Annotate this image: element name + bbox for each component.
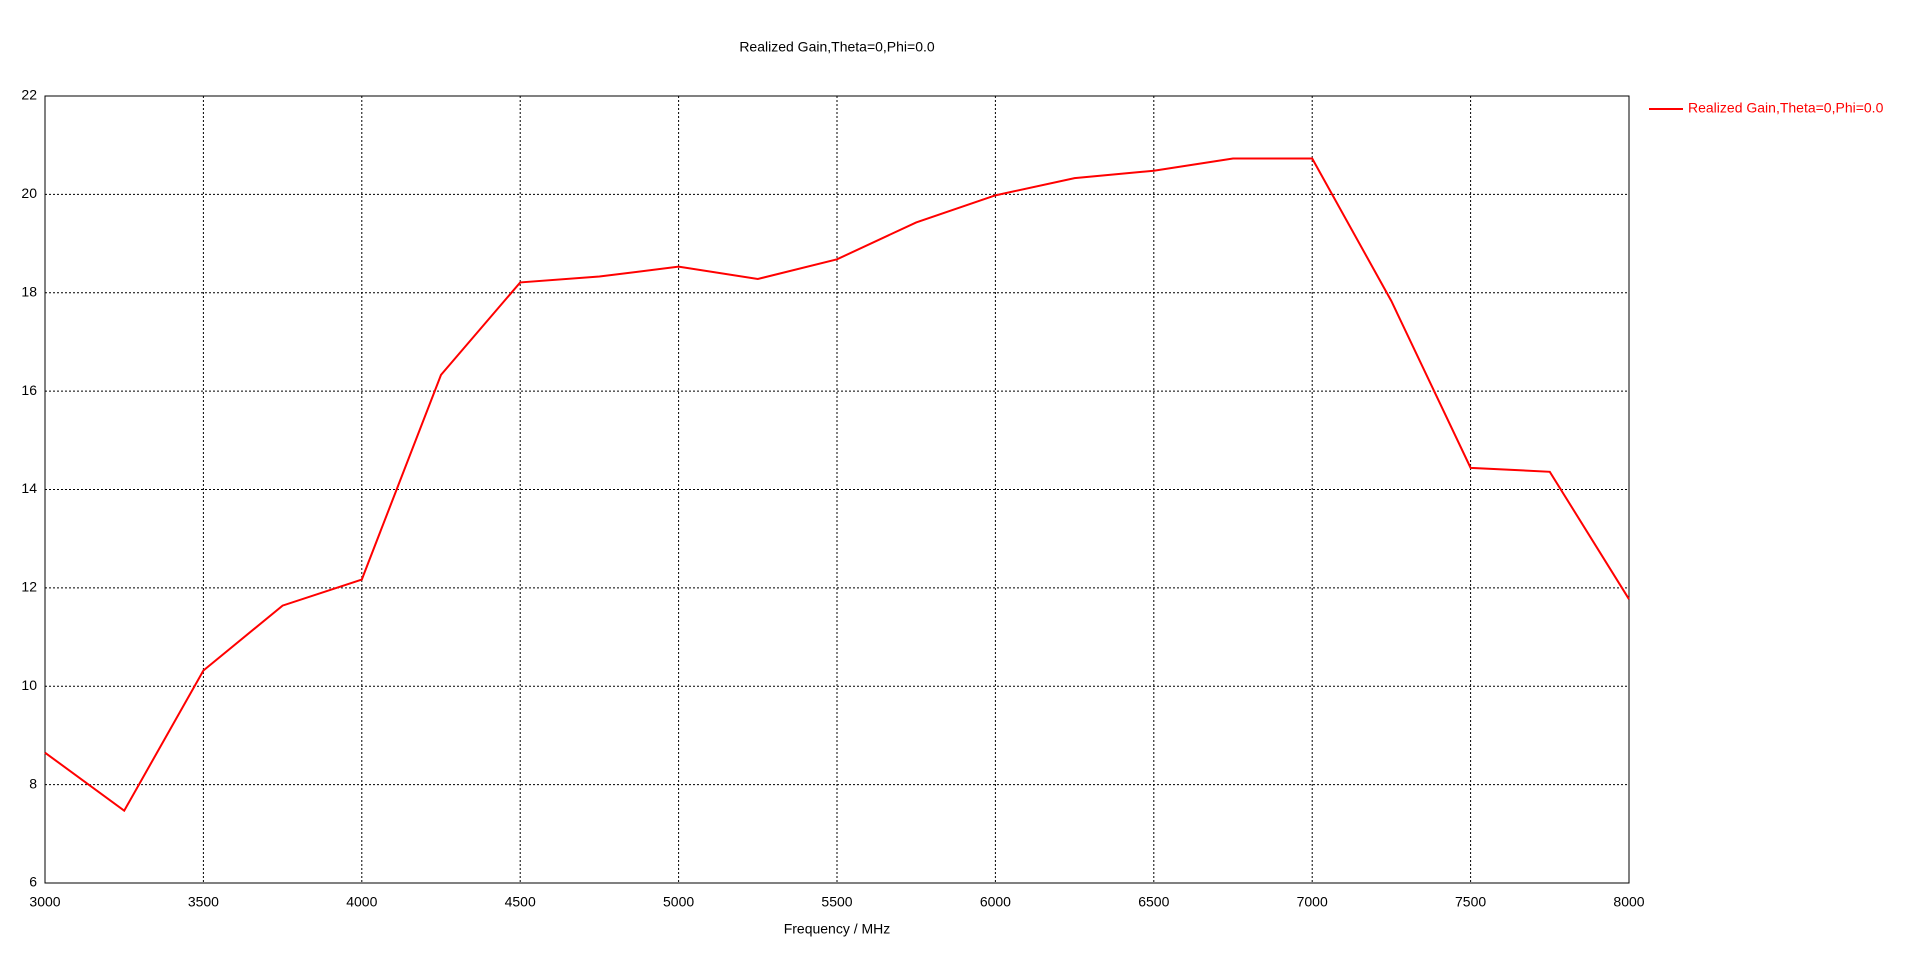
y-tick-label: 16	[21, 382, 37, 398]
y-tick-label: 12	[21, 579, 37, 595]
y-tick-label: 8	[29, 775, 37, 791]
x-tick-label: 5000	[663, 894, 694, 910]
x-tick-label: 8000	[1613, 894, 1644, 910]
x-tick-label: 7500	[1455, 894, 1486, 910]
x-tick-label: 4500	[505, 894, 536, 910]
y-tick-label: 10	[21, 677, 37, 693]
x-tick-label: 3500	[188, 894, 219, 910]
x-tick-label: 6000	[980, 894, 1011, 910]
chart-title: Realized Gain,Theta=0,Phi=0.0	[739, 39, 935, 55]
x-tick-label: 3000	[29, 894, 60, 910]
y-tick-label: 20	[21, 185, 37, 201]
x-axis-label: Frequency / MHz	[784, 921, 891, 937]
x-tick-label: 4000	[346, 894, 377, 910]
y-tick-label: 6	[29, 874, 37, 890]
plot-frame	[44, 95, 1630, 884]
legend-label: Realized Gain,Theta=0,Phi=0.0	[1688, 100, 1884, 116]
x-tick-label: 7000	[1297, 894, 1328, 910]
x-tick-label: 6500	[1138, 894, 1169, 910]
y-tick-label: 18	[21, 283, 37, 299]
data-line	[44, 157, 1630, 813]
y-tick-label: 22	[21, 87, 37, 103]
x-tick-label: 5500	[821, 894, 852, 910]
y-tick-label: 14	[21, 480, 37, 496]
